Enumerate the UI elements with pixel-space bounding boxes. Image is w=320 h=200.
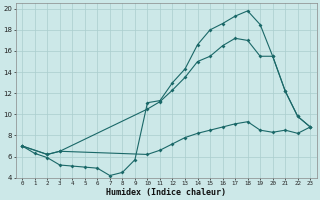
X-axis label: Humidex (Indice chaleur): Humidex (Indice chaleur) <box>106 188 226 197</box>
